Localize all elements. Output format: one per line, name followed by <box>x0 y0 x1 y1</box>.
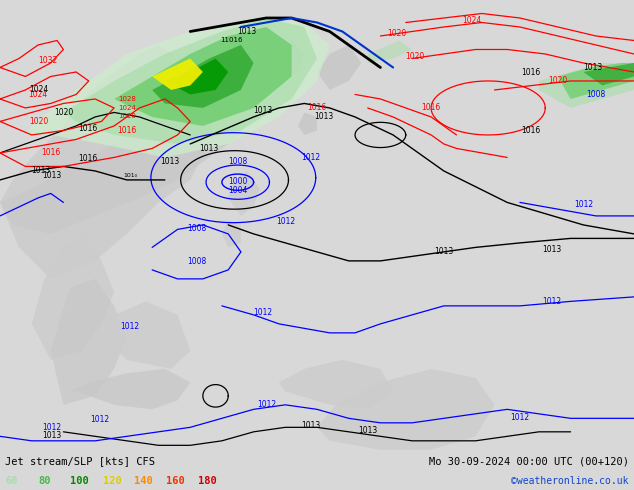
Text: 1013: 1013 <box>42 171 61 180</box>
Text: 1012: 1012 <box>276 217 295 226</box>
Text: 1024: 1024 <box>118 105 136 111</box>
Text: Mo 30-09-2024 00:00 UTC (00+120): Mo 30-09-2024 00:00 UTC (00+120) <box>429 456 629 466</box>
Text: 101₀: 101₀ <box>123 173 137 178</box>
Text: 1013: 1013 <box>200 144 219 153</box>
Polygon shape <box>32 234 114 360</box>
Text: 1012: 1012 <box>574 200 593 209</box>
Text: 1013: 1013 <box>42 431 61 440</box>
Text: 1013: 1013 <box>358 426 377 436</box>
Text: 1020: 1020 <box>54 108 73 117</box>
Polygon shape <box>152 45 254 108</box>
Text: 160: 160 <box>166 476 185 486</box>
Text: 1012: 1012 <box>301 153 320 162</box>
Text: 180: 180 <box>198 476 217 486</box>
Text: 1012: 1012 <box>120 321 139 331</box>
Text: 1012: 1012 <box>254 308 273 317</box>
Polygon shape <box>583 63 634 85</box>
Text: 1013: 1013 <box>583 63 602 72</box>
Text: 1024: 1024 <box>29 90 48 99</box>
Text: 100: 100 <box>70 476 89 486</box>
Text: 1013: 1013 <box>314 112 333 122</box>
Polygon shape <box>108 301 190 369</box>
Text: 1013: 1013 <box>160 157 179 167</box>
Polygon shape <box>558 63 634 99</box>
Text: 1020: 1020 <box>548 76 567 85</box>
Polygon shape <box>152 58 203 90</box>
Polygon shape <box>0 45 209 279</box>
Text: 1013: 1013 <box>238 27 257 36</box>
Polygon shape <box>317 45 361 90</box>
Text: 1012: 1012 <box>91 415 110 424</box>
Polygon shape <box>317 369 495 450</box>
Polygon shape <box>539 63 634 108</box>
Polygon shape <box>70 369 190 409</box>
Text: 1016: 1016 <box>78 154 97 163</box>
Polygon shape <box>63 18 317 144</box>
Text: 1016: 1016 <box>422 102 441 112</box>
Text: 1016: 1016 <box>78 124 97 133</box>
Polygon shape <box>165 58 228 95</box>
Polygon shape <box>266 41 304 81</box>
Text: 1016: 1016 <box>117 126 136 135</box>
Text: 1008: 1008 <box>586 90 605 99</box>
Text: 1013: 1013 <box>434 247 453 256</box>
Polygon shape <box>25 18 330 157</box>
Text: 1013: 1013 <box>32 167 51 175</box>
Polygon shape <box>222 220 241 247</box>
Text: 1032: 1032 <box>38 56 57 65</box>
Text: 11016: 11016 <box>220 37 243 44</box>
Polygon shape <box>298 113 317 135</box>
Text: 1020: 1020 <box>30 117 49 126</box>
Text: 1008: 1008 <box>187 257 206 266</box>
Text: 1008: 1008 <box>187 224 206 233</box>
Text: 1016: 1016 <box>307 103 327 113</box>
Text: 1000: 1000 <box>228 177 247 186</box>
Text: 1004: 1004 <box>228 186 247 195</box>
Text: Jet stream/SLP [kts] CFS: Jet stream/SLP [kts] CFS <box>5 456 155 466</box>
Text: 1012: 1012 <box>542 297 561 306</box>
Text: 1016: 1016 <box>522 69 541 77</box>
Text: 008: 008 <box>0 211 1 220</box>
Text: 1012: 1012 <box>42 423 61 432</box>
Text: 140: 140 <box>134 476 153 486</box>
Text: 1016: 1016 <box>522 126 541 135</box>
Text: 1012: 1012 <box>510 413 529 422</box>
Polygon shape <box>51 279 127 405</box>
Text: 1024: 1024 <box>462 16 481 24</box>
Text: 1020: 1020 <box>118 113 136 119</box>
Text: 1020: 1020 <box>406 52 425 61</box>
Text: 1013: 1013 <box>301 420 320 430</box>
Text: 1012: 1012 <box>257 400 276 409</box>
Text: 80: 80 <box>38 476 51 486</box>
Polygon shape <box>114 27 292 126</box>
Polygon shape <box>0 72 254 234</box>
Text: 1016: 1016 <box>41 148 60 157</box>
Text: 1013: 1013 <box>254 106 273 115</box>
Text: ©weatheronline.co.uk: ©weatheronline.co.uk <box>512 476 629 486</box>
Polygon shape <box>228 171 260 216</box>
Text: 60: 60 <box>5 476 18 486</box>
Text: 120: 120 <box>103 476 122 486</box>
Text: 1008: 1008 <box>228 157 247 167</box>
Polygon shape <box>368 41 412 63</box>
Text: 1020: 1020 <box>387 29 406 38</box>
Text: 1024: 1024 <box>30 85 49 95</box>
Text: 1028: 1028 <box>118 96 136 102</box>
Polygon shape <box>279 360 393 409</box>
Text: 1013: 1013 <box>542 245 561 254</box>
